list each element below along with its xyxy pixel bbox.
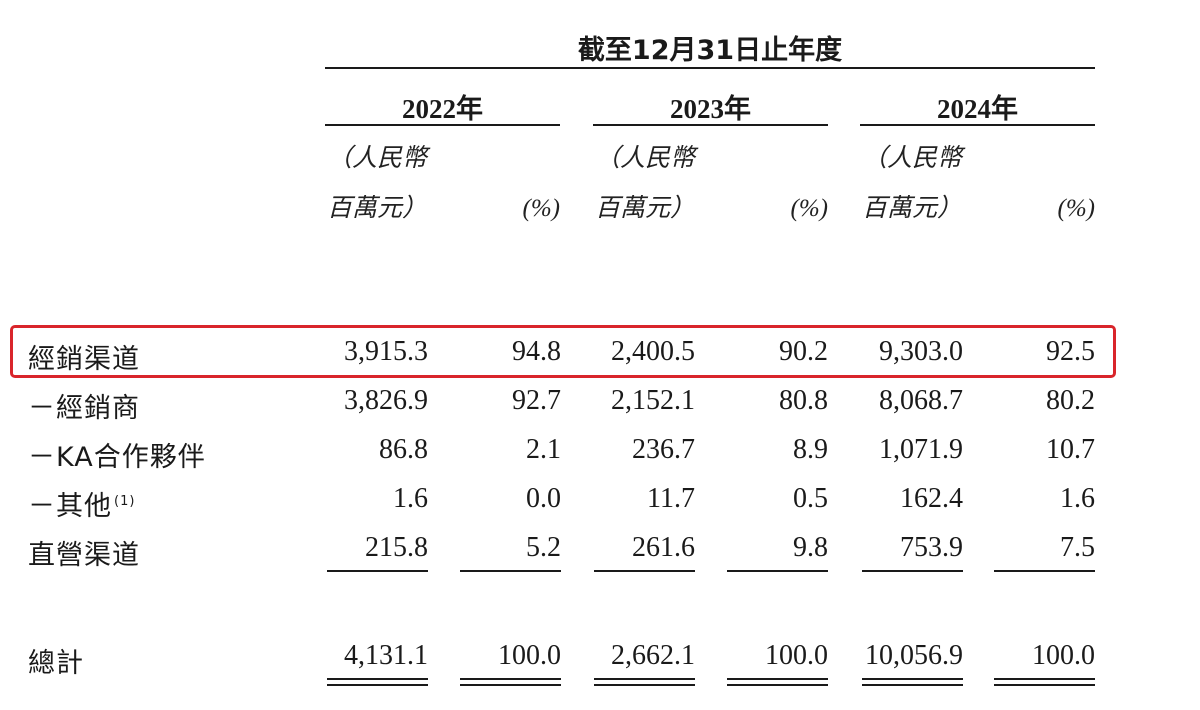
total-2023-amount: 2,662.1 (611, 640, 695, 671)
cell-2023-amount: 2,152.1 (611, 385, 695, 416)
total-2024-pct: 100.0 (1032, 640, 1095, 671)
cell-2022-pct: 0.0 (526, 483, 561, 514)
total-double-rule (994, 678, 1095, 680)
total-double-rule (327, 678, 428, 680)
total-double-rule (460, 678, 561, 680)
unit-line-1: （人民幣 (327, 143, 428, 172)
cell-2023-amount: 11.7 (647, 483, 695, 514)
year-header-2022: 2022年 (402, 94, 483, 124)
cell-2023-pct: 8.9 (793, 434, 828, 465)
total-double-rule (327, 684, 428, 686)
cell-2024-pct: 7.5 (1060, 532, 1095, 563)
unit-line-1: （人民幣 (862, 143, 963, 172)
unit-line-2: 百萬元） (327, 193, 428, 222)
unit-header-2023: （人民幣 百萬元） (595, 143, 695, 223)
total-2022-amount: 4,131.1 (344, 640, 428, 671)
cell-2024-pct: 92.5 (1046, 336, 1095, 367)
subtotal-rule (460, 570, 561, 572)
cell-2023-amount: 236.7 (632, 434, 695, 465)
unit-header-2022: （人民幣 百萬元） (327, 143, 427, 223)
total-double-rule (594, 678, 695, 680)
footnote-marker: (1) (114, 494, 136, 509)
total-2023-pct: 100.0 (765, 640, 828, 671)
total-2024-amount: 10,056.9 (865, 640, 963, 671)
subtotal-rule (994, 570, 1095, 572)
cell-2022-pct: 92.7 (512, 385, 561, 416)
cell-2024-amount: 162.4 (900, 483, 963, 514)
cell-2024-pct: 80.2 (1046, 385, 1095, 416)
period-header: 截至12月31日止年度 (577, 35, 843, 66)
total-label: 總計 (28, 648, 84, 679)
cell-2024-amount: 8,068.7 (879, 385, 963, 416)
total-double-rule (594, 684, 695, 686)
cell-2022-pct: 2.1 (526, 434, 561, 465)
row-label: －經銷商 (28, 393, 140, 424)
cell-2022-amount: 3,915.3 (344, 336, 428, 367)
row-label: －其他 (1) (28, 484, 135, 523)
year-header-2024: 2024年 (937, 94, 1018, 124)
cell-2022-amount: 215.8 (365, 532, 428, 563)
total-double-rule (994, 684, 1095, 686)
row-label-text: －其他 (28, 491, 112, 522)
unit-line-2: 百萬元） (862, 193, 963, 222)
cell-2023-pct: 9.8 (793, 532, 828, 563)
row-label: 經銷渠道 (28, 344, 140, 375)
year-rule-2022 (325, 124, 560, 126)
total-2022-pct: 100.0 (498, 640, 561, 671)
year-header-2023: 2023年 (670, 94, 751, 124)
unit-header-2024: （人民幣 百萬元） (862, 143, 962, 223)
cell-2023-pct: 80.8 (779, 385, 828, 416)
total-double-rule (862, 678, 963, 680)
cell-2024-pct: 10.7 (1046, 434, 1095, 465)
cell-2022-pct: 5.2 (526, 532, 561, 563)
cell-2024-pct: 1.6 (1060, 483, 1095, 514)
period-rule (325, 67, 1095, 69)
cell-2022-pct: 94.8 (512, 336, 561, 367)
cell-2023-pct: 0.5 (793, 483, 828, 514)
total-double-rule (727, 678, 828, 680)
year-rule-2024 (860, 124, 1095, 126)
unit-line-1: （人民幣 (595, 143, 696, 172)
highlight-box (10, 325, 1116, 378)
cell-2024-amount: 753.9 (900, 532, 963, 563)
cell-2024-amount: 9,303.0 (879, 336, 963, 367)
pct-header-2023: (%) (790, 195, 828, 222)
total-double-rule (460, 684, 561, 686)
row-label: －KA合作夥伴 (28, 442, 206, 473)
unit-line-2: 百萬元） (595, 193, 696, 222)
cell-2023-pct: 90.2 (779, 336, 828, 367)
total-double-rule (727, 684, 828, 686)
cell-2022-amount: 3,826.9 (344, 385, 428, 416)
pct-header-2024: (%) (1057, 195, 1095, 222)
subtotal-rule (594, 570, 695, 572)
total-double-rule (862, 684, 963, 686)
cell-2023-amount: 2,400.5 (611, 336, 695, 367)
cell-2023-amount: 261.6 (632, 532, 695, 563)
cell-2022-amount: 86.8 (379, 434, 428, 465)
subtotal-rule (862, 570, 963, 572)
subtotal-rule (727, 570, 828, 572)
cell-2022-amount: 1.6 (393, 483, 428, 514)
year-rule-2023 (593, 124, 828, 126)
row-label: 直營渠道 (28, 540, 140, 571)
cell-2024-amount: 1,071.9 (879, 434, 963, 465)
subtotal-rule (327, 570, 428, 572)
pct-header-2022: (%) (522, 195, 560, 222)
